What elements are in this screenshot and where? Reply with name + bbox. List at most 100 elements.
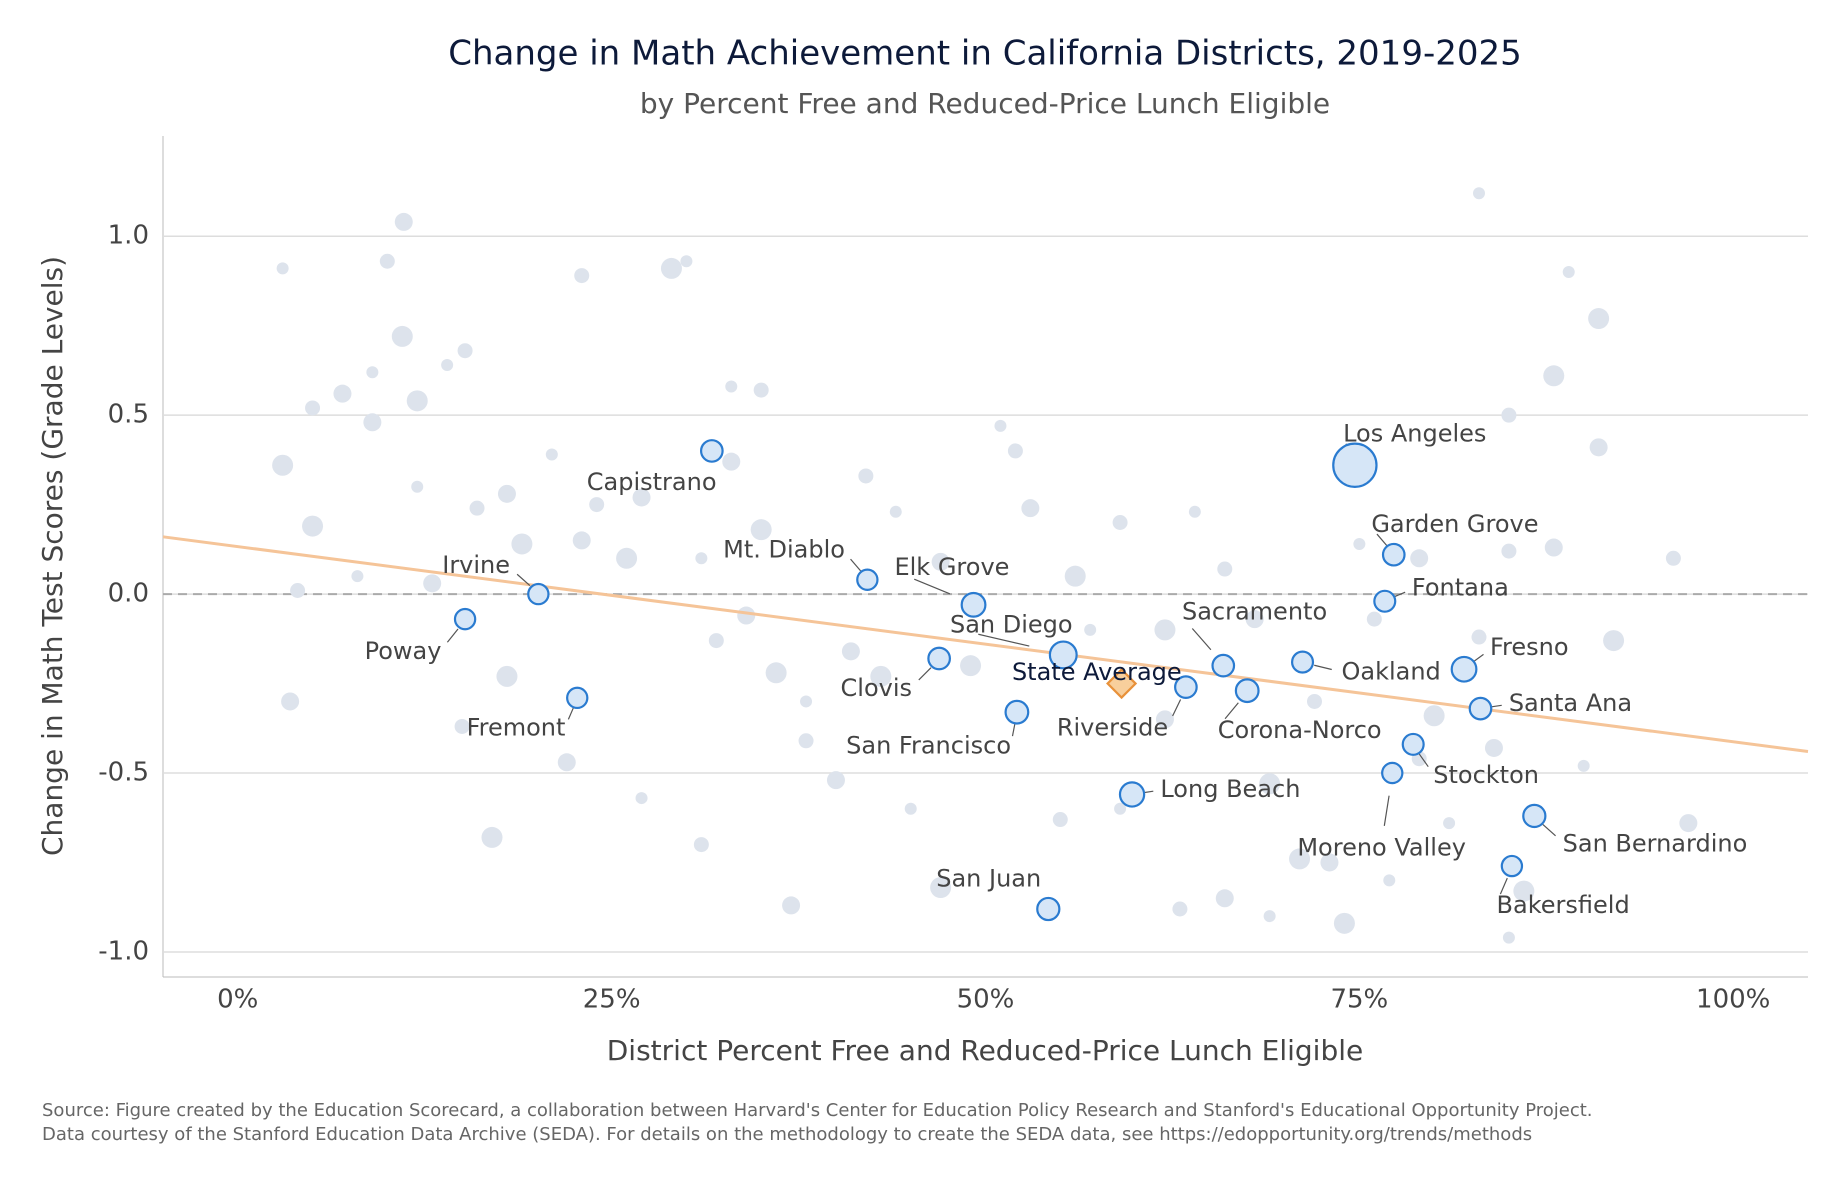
district-point (574, 268, 590, 284)
district-point (931, 552, 950, 571)
district-point (1289, 848, 1311, 870)
chart-subtitle: by Percent Free and Reduced-Price Lunch … (640, 87, 1330, 120)
leader-line (1314, 664, 1332, 671)
leader-line (446, 628, 459, 643)
district-point (826, 771, 845, 790)
district-point (800, 695, 813, 708)
district-point (423, 574, 442, 593)
district-point (454, 718, 470, 734)
source-note: Source: Figure created by the Education … (42, 1100, 1593, 1121)
district-point (1501, 543, 1517, 559)
district-point (394, 212, 413, 231)
trend-line (162, 535, 1809, 754)
district-bubble (960, 591, 987, 618)
district-point (1502, 931, 1515, 944)
district-point (960, 655, 982, 677)
y-tick-label: -0.5 (98, 758, 149, 788)
state-average-label: State Average (1012, 658, 1182, 686)
district-label: Santa Ana (1509, 689, 1632, 717)
district-point (708, 633, 724, 649)
district-point (481, 826, 503, 848)
district-label: San Francisco (846, 731, 1011, 759)
district-point (798, 733, 814, 749)
x-tick-label: 100% (1696, 985, 1770, 1015)
district-label: Clovis (841, 674, 912, 702)
district-point (782, 896, 801, 915)
leader-line (914, 578, 951, 595)
leader-line (1499, 877, 1508, 895)
district-bubble (1332, 442, 1378, 488)
district-point (281, 692, 300, 711)
district-point (1320, 853, 1339, 872)
district-bubble (856, 568, 879, 591)
x-tick-label: 0% (217, 985, 258, 1015)
district-label: Fontana (1412, 573, 1509, 601)
district-point (1679, 814, 1698, 833)
district-label: Los Angeles (1343, 420, 1486, 448)
leader-line (1542, 824, 1556, 837)
district-bubble (566, 686, 589, 710)
district-point (1484, 738, 1503, 757)
district-point (1513, 880, 1535, 902)
district-point (1215, 889, 1234, 908)
district-point (1245, 610, 1264, 629)
leader-line (918, 667, 932, 681)
district-point (1217, 561, 1233, 577)
leader-line (567, 706, 575, 720)
district-point (1543, 365, 1565, 387)
district-point (765, 662, 787, 684)
district-point (511, 533, 533, 555)
district-bubble (1211, 653, 1236, 678)
district-bubble (1450, 655, 1478, 683)
district-label: Bakersfield (1497, 891, 1630, 919)
x-tick-label: 50% (957, 985, 1015, 1015)
district-point (366, 366, 379, 379)
y-axis-title: Change in Math Test Scores (Grade Levels… (36, 256, 69, 856)
district-label: Long Beach (1160, 775, 1300, 803)
district-point (572, 531, 591, 550)
y-tick-label: 0.5 (108, 400, 149, 430)
district-point (305, 400, 321, 416)
district-bubble (1174, 675, 1198, 699)
district-point (1064, 565, 1086, 587)
district-bubble (453, 607, 477, 631)
leader-line (1383, 795, 1390, 826)
district-point (496, 665, 518, 687)
district-label: San Diego (950, 610, 1073, 638)
leader-line (1418, 753, 1429, 768)
district-point (889, 505, 902, 518)
district-point (722, 452, 741, 471)
y-tick-label: 0.0 (108, 579, 149, 609)
district-point (545, 448, 558, 461)
district-label: Sacramento (1182, 598, 1327, 626)
district-point (680, 255, 693, 268)
leader-line (1011, 722, 1016, 737)
district-label: Moreno Valley (1297, 834, 1466, 862)
district-bubble (527, 582, 550, 606)
x-axis-title: District Percent Free and Reduced-Price … (607, 1034, 1364, 1067)
district-point (457, 343, 473, 359)
district-point (1307, 693, 1322, 709)
district-label: Fresno (1490, 633, 1569, 661)
district-bubble (1290, 650, 1315, 674)
district-bubble (1118, 781, 1146, 808)
district-point (1007, 443, 1023, 459)
district-point (406, 390, 428, 412)
district-point (363, 413, 382, 432)
district-point (632, 488, 651, 507)
district-point (272, 454, 294, 476)
district-point (1562, 265, 1575, 278)
district-label: Elk Grove (894, 553, 1009, 581)
x-tick-label: 75% (1330, 985, 1388, 1015)
district-point (589, 497, 605, 513)
district-bubble (1234, 678, 1260, 704)
district-point (693, 837, 709, 853)
state-average-marker (1106, 667, 1138, 700)
district-point (994, 419, 1007, 432)
district-point (1021, 499, 1040, 518)
district-point (276, 262, 289, 275)
district-point (1112, 515, 1128, 531)
district-point (290, 582, 306, 598)
district-point (1501, 407, 1517, 423)
